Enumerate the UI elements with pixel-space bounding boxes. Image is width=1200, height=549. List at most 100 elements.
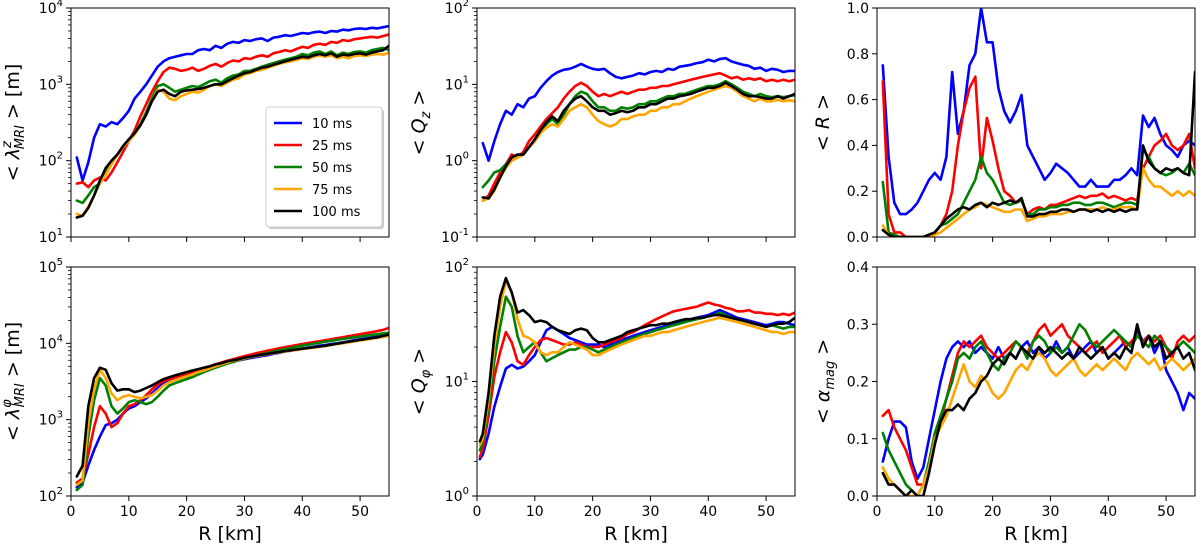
x-axis-label: R [km] bbox=[604, 523, 668, 545]
y-tick-label: 0.3 bbox=[847, 317, 869, 333]
y-axis-label: < αmag > bbox=[812, 339, 838, 424]
series-line bbox=[481, 71, 795, 202]
y-tick-label: 0.2 bbox=[847, 375, 869, 391]
series-line bbox=[881, 70, 1195, 237]
y-tick-label: 101 bbox=[445, 372, 469, 391]
legend-label: 10 ms bbox=[312, 117, 352, 132]
y-tick-label: 0.6 bbox=[847, 93, 869, 109]
series-group bbox=[481, 56, 795, 202]
x-tick-label: 20 bbox=[178, 504, 196, 520]
y-tick-label: 104 bbox=[39, 333, 63, 352]
panel-p2: 0.0 0.2 0.4 0.6 0.8 1.0 bbox=[847, 1, 1196, 246]
series-line bbox=[481, 81, 795, 200]
y-tick-label: 10-1 bbox=[441, 227, 469, 246]
y-tick-label: 102 bbox=[445, 0, 469, 17]
y-tick-label: 0.8 bbox=[847, 47, 869, 63]
panel-p3: 0 10 20 30 40 50 102 103 104 105 R [km] bbox=[39, 257, 390, 545]
x-tick-label: 40 bbox=[699, 504, 717, 520]
axes-frame bbox=[476, 266, 796, 497]
axes-frame bbox=[876, 7, 1196, 238]
panel-p4: 0 10 20 30 40 50 100 101 102 R [km] bbox=[445, 257, 796, 545]
x-tick-label: 40 bbox=[1099, 504, 1117, 520]
x-tick-label: 0 bbox=[67, 504, 76, 520]
series-line bbox=[478, 280, 795, 447]
legend: 10 ms 25 ms 50 ms 75 ms 100 ms bbox=[265, 106, 384, 229]
series-line bbox=[881, 323, 1195, 496]
legend-label: 25 ms bbox=[312, 139, 352, 154]
series-line bbox=[881, 167, 1195, 237]
y-axis-label-text: < Qφ > bbox=[408, 348, 434, 415]
y-axis-label-text: < Qz > bbox=[408, 90, 434, 156]
y-axis-label-text: < λφMRI > [m] bbox=[0, 322, 28, 441]
y-tick-label: 0.2 bbox=[847, 184, 869, 200]
y-tick-label: 105 bbox=[39, 257, 63, 276]
series-line bbox=[75, 326, 389, 484]
x-tick-label: 10 bbox=[926, 504, 944, 520]
axes-frame bbox=[476, 7, 796, 238]
x-tick-label: 30 bbox=[236, 504, 254, 520]
legend-box bbox=[265, 106, 383, 228]
series-line bbox=[881, 351, 1195, 496]
legend-label: 50 ms bbox=[312, 161, 352, 176]
y-tick-label: 102 bbox=[445, 257, 469, 276]
series-line bbox=[478, 276, 795, 443]
y-tick-label: 0.0 bbox=[847, 489, 869, 505]
y-tick-label: 0.0 bbox=[847, 230, 869, 246]
x-tick-label: 10 bbox=[526, 504, 544, 520]
series-group bbox=[881, 323, 1195, 496]
y-axis-label-text: < αmag > bbox=[812, 339, 838, 424]
series-group bbox=[75, 24, 389, 219]
y-axis-label: < Qφ > bbox=[408, 348, 434, 415]
x-tick-label: 20 bbox=[984, 504, 1002, 520]
y-tick-label: 1.0 bbox=[847, 1, 869, 17]
x-tick-label: 50 bbox=[1157, 504, 1175, 520]
series-line bbox=[881, 8, 1195, 216]
y-tick-label: 101 bbox=[39, 227, 63, 246]
y-axis-label: < λzMRI > [m] bbox=[0, 64, 28, 181]
series-line bbox=[881, 148, 1195, 237]
x-tick-label: 40 bbox=[293, 504, 311, 520]
y-tick-label: 103 bbox=[39, 74, 63, 93]
x-tick-label: 30 bbox=[1042, 504, 1060, 520]
x-axis-label: R [km] bbox=[1004, 523, 1068, 545]
x-tick-label: 0 bbox=[873, 504, 882, 520]
x-axis-label: R [km] bbox=[198, 523, 262, 545]
axes-frame bbox=[70, 7, 390, 238]
panel-p0: 101 102 103 104 10 ms 25 ms 50 ms 75 ms 100 ms bbox=[39, 0, 390, 246]
y-axis-label-text: < λzMRI > [m] bbox=[0, 64, 28, 181]
y-axis-label: < Qz > bbox=[408, 90, 434, 156]
series-line bbox=[75, 44, 389, 219]
series-group bbox=[75, 326, 389, 492]
y-tick-label: 101 bbox=[445, 74, 469, 93]
y-tick-label: 102 bbox=[39, 151, 63, 170]
x-tick-label: 50 bbox=[757, 504, 775, 520]
y-axis-label: < R > bbox=[812, 94, 834, 151]
y-tick-label: 0.4 bbox=[847, 138, 869, 154]
series-line bbox=[478, 308, 795, 461]
series-line bbox=[75, 333, 389, 478]
series-group bbox=[881, 8, 1195, 237]
legend-label: 75 ms bbox=[312, 183, 352, 198]
series-group bbox=[478, 276, 795, 461]
y-axis-label: < λφMRI > [m] bbox=[0, 322, 28, 441]
y-tick-label: 103 bbox=[39, 410, 63, 429]
y-tick-label: 102 bbox=[39, 486, 63, 505]
x-tick-label: 30 bbox=[642, 504, 660, 520]
y-axis-label-text: < R > bbox=[812, 94, 834, 151]
x-tick-label: 10 bbox=[120, 504, 138, 520]
panel-p5: 0 10 20 30 40 50 0.0 0.1 0.2 0.3 0.4 R [km] bbox=[847, 260, 1196, 545]
y-tick-label: 104 bbox=[39, 0, 63, 17]
y-tick-label: 0.4 bbox=[847, 260, 869, 276]
panel-p1: 10-1 100 101 102 bbox=[441, 0, 796, 246]
axes-frame bbox=[70, 266, 390, 497]
series-line bbox=[75, 24, 389, 182]
x-tick-label: 20 bbox=[584, 504, 602, 520]
legend-label: 100 ms bbox=[312, 205, 361, 220]
x-tick-label: 50 bbox=[351, 504, 369, 520]
series-line bbox=[881, 323, 1195, 496]
y-tick-label: 100 bbox=[445, 151, 469, 170]
x-tick-label: 0 bbox=[473, 504, 482, 520]
y-tick-label: 100 bbox=[445, 486, 469, 505]
series-line bbox=[481, 56, 795, 162]
